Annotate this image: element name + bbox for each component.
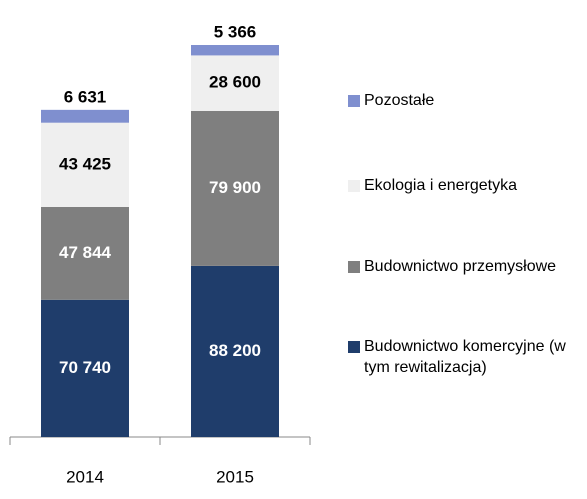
x-tick-label: 2014 — [66, 467, 104, 486]
legend-item: Budownictwo komercyjne (w tym rewitaliza… — [348, 338, 584, 378]
x-tick-label: 2015 — [216, 467, 254, 486]
data-label: 47 844 — [59, 243, 112, 262]
bar-segment — [41, 299, 129, 437]
data-label: 5 366 — [214, 22, 257, 41]
bar-segment — [41, 109, 129, 123]
legend-item: Pozostałe — [348, 92, 584, 111]
legend-label: Ekologia i energetyka — [364, 177, 517, 194]
data-label: 43 425 — [59, 154, 111, 173]
data-label: 28 600 — [209, 73, 261, 92]
bar-segment — [191, 110, 279, 266]
legend-label: Pozostałe — [364, 92, 435, 109]
legend-swatch — [348, 95, 360, 107]
data-label: 79 900 — [209, 178, 261, 197]
legend-item: Budownictwo przemysłowe — [348, 258, 584, 277]
bar-segment — [41, 206, 129, 300]
legend-label: Budownictwo komercyjne (w tym rewitaliza… — [364, 338, 566, 376]
bar-segment — [191, 55, 279, 111]
legend-label: Budownictwo przemysłowe — [364, 258, 557, 275]
legend-swatch — [348, 341, 360, 353]
legend-swatch — [348, 180, 360, 192]
data-label: 70 740 — [59, 358, 111, 377]
data-label: 88 200 — [209, 341, 261, 360]
bar-segment — [191, 265, 279, 437]
legend-swatch — [348, 261, 360, 273]
legend-item: Ekologia i energetyka — [348, 177, 584, 196]
bar-segment — [41, 122, 129, 207]
data-label: 6 631 — [64, 87, 107, 106]
bar-segment — [191, 45, 279, 56]
